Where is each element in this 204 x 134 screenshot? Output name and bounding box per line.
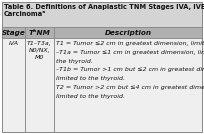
Bar [54,38,202,132]
Text: T1–T3a,
N0/NX,
M0: T1–T3a, N0/NX, M0 [27,41,52,60]
Bar [25,38,54,132]
Text: Stage: Stage [2,30,25,36]
Text: T2 = Tumor >2 cm but ≤4 cm in greatest dimension,: T2 = Tumor >2 cm but ≤4 cm in greatest d… [57,85,204,90]
Bar [2,2,202,27]
Text: –T1b = Tumor >1 cm but ≤2 cm in greatest dimension,: –T1b = Tumor >1 cm but ≤2 cm in greatest… [57,68,204,72]
Bar [2,38,25,132]
Bar [25,27,54,38]
Text: the thyroid.: the thyroid. [57,59,93,64]
Text: Carcinomaᵃ: Carcinomaᵃ [4,11,46,17]
Text: Table 6. Definitions of Anaplastic TNM Stages IVA, IVB, and IVC for Papillary an: Table 6. Definitions of Anaplastic TNM S… [4,4,204,10]
Text: TᵇNM: TᵇNM [29,30,50,36]
Text: –T1a = Tumor ≤1 cm in greatest dimension, limited to: –T1a = Tumor ≤1 cm in greatest dimension… [57,50,204,55]
Text: Description: Description [104,30,152,36]
Text: IVA: IVA [9,41,19,46]
Text: T1 = Tumor ≤2 cm in greatest dimension, limited to the thyroid.: T1 = Tumor ≤2 cm in greatest dimension, … [57,41,204,46]
Bar [54,27,202,38]
Bar [2,27,25,38]
Text: limited to the thyroid.: limited to the thyroid. [57,76,125,81]
Text: limited to the thyroid.: limited to the thyroid. [57,94,125,99]
